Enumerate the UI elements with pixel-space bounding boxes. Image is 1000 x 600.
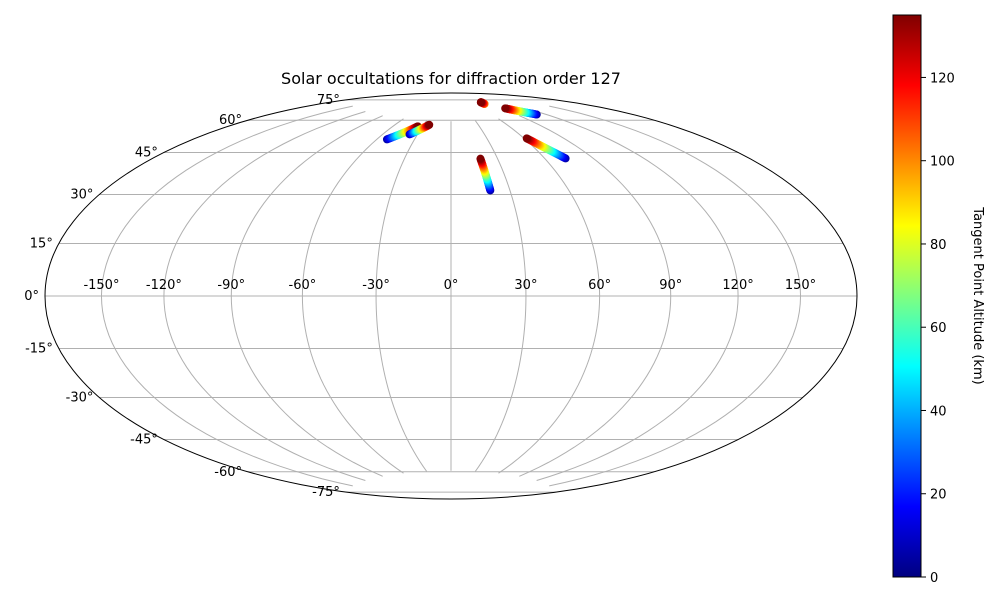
colorbar-gradient: [892, 14, 922, 578]
colorbar-tick-label: 20: [930, 488, 947, 503]
occultation-point: [476, 98, 485, 107]
graticule: [45, 99, 857, 493]
lon-tick-label: -120°: [146, 278, 182, 293]
map-boundary: [44, 92, 858, 500]
colorbar-tick-label: 80: [930, 238, 947, 253]
lon-tick-label: -60°: [289, 278, 317, 293]
colorbar-tick-label: 60: [930, 321, 947, 336]
lon-tick-label: -90°: [217, 278, 245, 293]
latitude-labels: -75° -60° -45° -30° -15° 0° 15° 30° 45° 60° 75°: [24, 93, 340, 500]
colorbar-tick-label: 0: [930, 571, 938, 586]
lat-tick-label: -30°: [66, 391, 94, 406]
lon-tick-label: 0°: [444, 278, 459, 293]
longitude-labels: -150° -120° -90° -60° -30° 0° 30° 60° 90° 120° 150…: [83, 278, 816, 293]
occultation-point: [425, 120, 434, 129]
lat-tick-label: -15°: [25, 342, 53, 357]
lon-tick-label: -30°: [362, 278, 390, 293]
lon-tick-label: 30°: [514, 278, 537, 293]
lon-tick-label: 120°: [722, 278, 753, 293]
colorbar-tick-label: 100: [930, 155, 955, 170]
lat-tick-label: 60°: [219, 113, 242, 128]
colorbar-tick-label: 40: [930, 404, 947, 419]
lat-tick-label: -45°: [130, 433, 158, 448]
lat-tick-label: 30°: [70, 188, 93, 203]
lat-tick-label: 75°: [317, 93, 340, 108]
lat-tick-label: -75°: [312, 485, 340, 500]
lon-tick-label: 60°: [588, 278, 611, 293]
occultation-point: [501, 104, 510, 113]
lon-tick-label: 90°: [659, 278, 682, 293]
occultation-point: [476, 154, 485, 163]
colorbar: 0 20 40 60 80 100 120 Tangent Point Altitude (…: [892, 14, 985, 586]
occultation-points: [382, 98, 570, 195]
colorbar-ticks: 0 20 40 60 80 100 120: [921, 71, 955, 586]
lon-tick-label: 150°: [785, 278, 816, 293]
colorbar-label: Tangent Point Altitude (km): [970, 206, 985, 384]
colorbar-tick-label: 120: [930, 71, 955, 86]
lat-tick-label: 15°: [30, 236, 53, 251]
occultation-point: [522, 134, 531, 143]
lat-tick-label: 0°: [24, 289, 39, 304]
lat-tick-label: -60°: [214, 465, 242, 480]
chart-title: Solar occultations for diffraction order…: [281, 69, 621, 88]
lat-tick-label: 45°: [135, 145, 158, 160]
lon-tick-label: -150°: [83, 278, 119, 293]
